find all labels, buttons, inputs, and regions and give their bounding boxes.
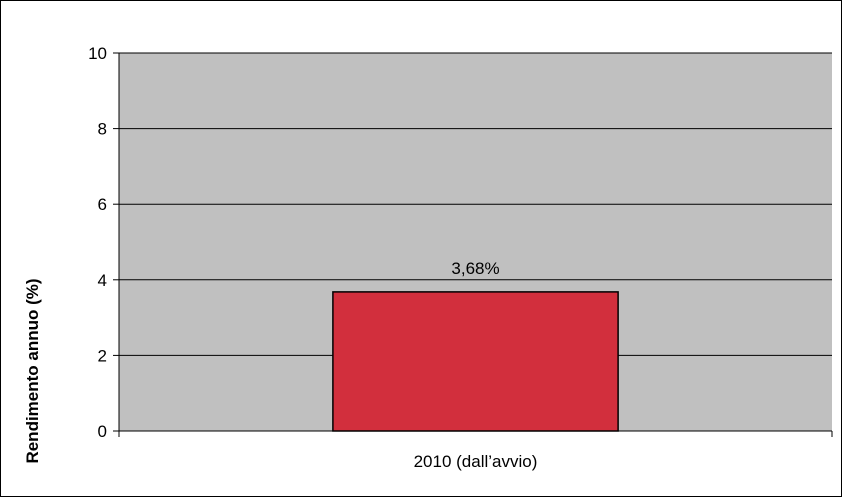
axes (113, 52, 833, 437)
y-tick-label-1: 2 (98, 346, 107, 365)
gridlines (119, 52, 832, 356)
y-tick-label-4: 8 (98, 120, 107, 139)
bars (332, 291, 619, 432)
y-tick-labels: 0 2 4 6 8 10 (88, 44, 107, 441)
x-tick-label-0: 2010 (dall’avvio) (414, 452, 538, 471)
y-axis-title: Rendimento annuo (%) (23, 278, 42, 463)
x-tick-labels: 2010 (dall’avvio) (414, 452, 538, 471)
y-tick-label-3: 6 (98, 195, 107, 214)
data-labels: 3,68% (451, 259, 499, 278)
data-label-0: 3,68% (451, 259, 499, 278)
y-tick-label-5: 10 (88, 44, 107, 63)
y-tick-label-0: 0 (98, 422, 107, 441)
y-tick-label-2: 4 (98, 271, 107, 290)
bar-0 (332, 291, 619, 432)
